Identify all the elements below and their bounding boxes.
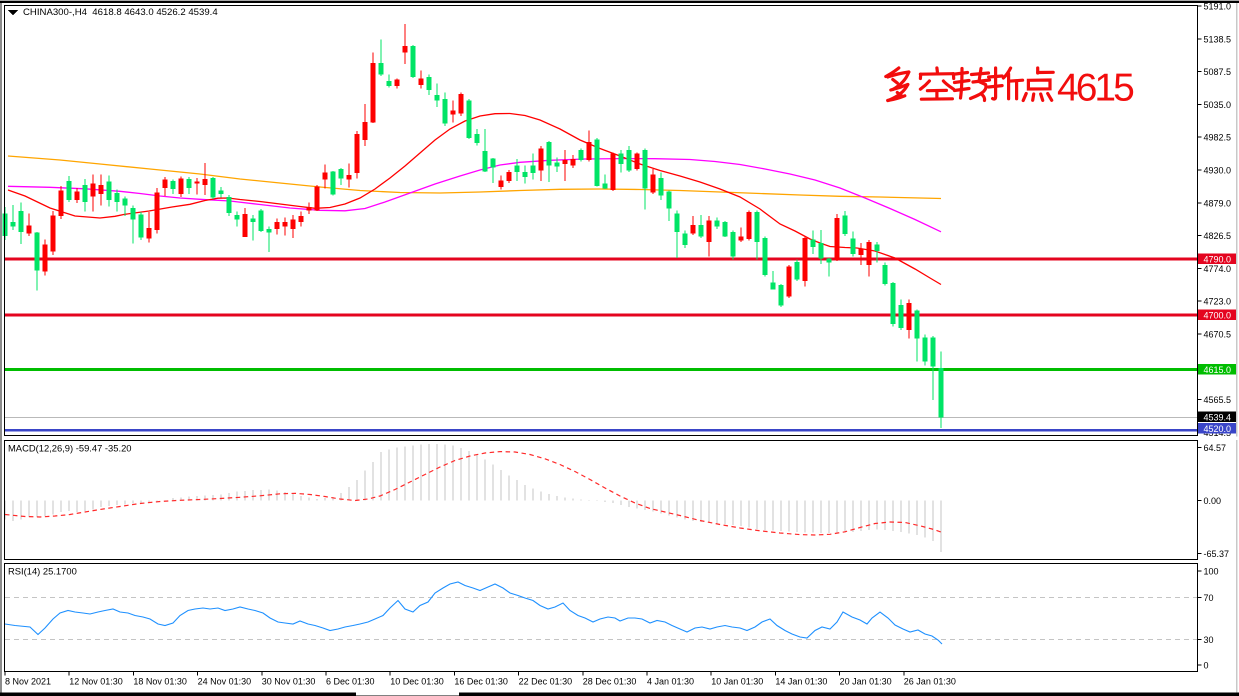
svg-text:4930.0: 4930.0 (1204, 166, 1232, 176)
svg-text:4700.0: 4700.0 (1204, 311, 1232, 321)
svg-text:4879.0: 4879.0 (1204, 198, 1232, 208)
svg-text:30: 30 (1204, 635, 1214, 645)
svg-text:8 Nov 2021: 8 Nov 2021 (5, 677, 51, 687)
svg-text:5191.0: 5191.0 (1204, 2, 1232, 12)
svg-text:0: 0 (1204, 661, 1209, 671)
svg-text:4565.5: 4565.5 (1204, 395, 1232, 405)
svg-text:4539.4: 4539.4 (1204, 412, 1232, 422)
svg-text:RSI(14) 25.1700: RSI(14) 25.1700 (8, 566, 77, 577)
svg-text:70: 70 (1204, 593, 1214, 603)
svg-text:4982.5: 4982.5 (1204, 133, 1232, 143)
svg-text:MACD(12,26,9) -59.47 -35.20: MACD(12,26,9) -59.47 -35.20 (8, 443, 132, 454)
svg-text:18 Nov 01:30: 18 Nov 01:30 (133, 677, 187, 687)
svg-text:4790.0: 4790.0 (1204, 255, 1232, 265)
svg-text:6 Dec 01:30: 6 Dec 01:30 (326, 677, 375, 687)
svg-text:22 Dec 01:30: 22 Dec 01:30 (519, 677, 573, 687)
svg-text:30 Nov 01:30: 30 Nov 01:30 (262, 677, 316, 687)
svg-text:4615.0: 4615.0 (1204, 365, 1232, 375)
svg-text:14 Jan 01:30: 14 Jan 01:30 (775, 677, 827, 687)
svg-text:20 Jan 01:30: 20 Jan 01:30 (840, 677, 892, 687)
svg-text:10 Jan 01:30: 10 Jan 01:30 (711, 677, 763, 687)
svg-text:CHINA300-,H4 4618.8 4643.0 45: CHINA300-,H4 4618.8 4643.0 4526.2 4539.4 (23, 7, 218, 18)
svg-text:16 Dec 01:30: 16 Dec 01:30 (454, 677, 508, 687)
svg-text:-65.37: -65.37 (1204, 549, 1230, 559)
svg-text:0.00: 0.00 (1204, 496, 1222, 506)
svg-text:4670.5: 4670.5 (1204, 330, 1232, 340)
svg-text:5087.5: 5087.5 (1204, 67, 1232, 77)
svg-text:4 Jan 01:30: 4 Jan 01:30 (647, 677, 694, 687)
svg-text:4826.5: 4826.5 (1204, 231, 1232, 241)
svg-text:4774.0: 4774.0 (1204, 264, 1232, 274)
svg-text:4723.0: 4723.0 (1204, 297, 1232, 307)
svg-text:4615: 4615 (1057, 67, 1134, 110)
svg-text:100: 100 (1204, 567, 1219, 577)
svg-text:28 Dec 01:30: 28 Dec 01:30 (583, 677, 637, 687)
svg-text:12 Nov 01:30: 12 Nov 01:30 (69, 677, 123, 687)
svg-text:24 Nov 01:30: 24 Nov 01:30 (198, 677, 252, 687)
svg-text:64.57: 64.57 (1204, 443, 1227, 453)
svg-text:5035.0: 5035.0 (1204, 100, 1232, 110)
svg-text:4520.0: 4520.0 (1204, 424, 1232, 434)
svg-text:5138.5: 5138.5 (1204, 34, 1232, 44)
svg-text:10 Dec 01:30: 10 Dec 01:30 (390, 677, 444, 687)
svg-text:26 Jan 01:30: 26 Jan 01:30 (904, 677, 956, 687)
